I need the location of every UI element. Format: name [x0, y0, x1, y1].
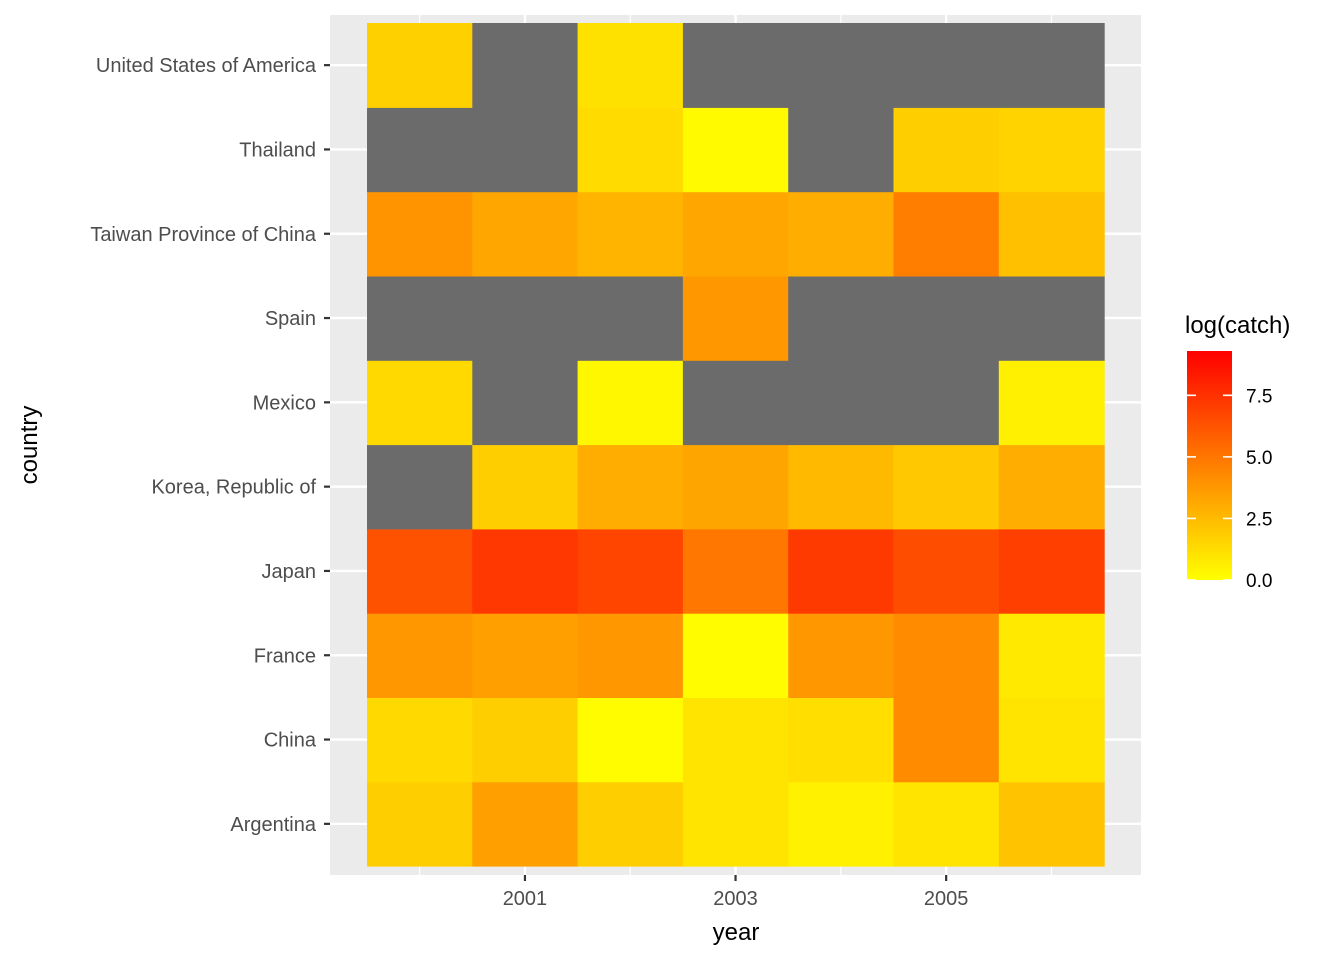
x-tick-label: 2001 — [503, 888, 548, 910]
heatmap-cell — [788, 528, 895, 614]
heatmap-cell — [367, 360, 473, 446]
heatmap-cell — [998, 23, 1105, 108]
heatmap-cell — [998, 275, 1105, 361]
heatmap-cell — [577, 360, 684, 446]
heatmap-cell — [682, 275, 789, 361]
y-tick-label: Korea, Republic of — [151, 477, 316, 499]
heatmap-cell — [577, 613, 684, 698]
heatmap-cell — [788, 781, 895, 867]
y-tick-label: Thailand — [239, 139, 316, 161]
heatmap-cell — [472, 781, 579, 867]
heatmap-cell — [472, 528, 579, 614]
heatmap-cell — [893, 444, 1000, 530]
heatmap-cell — [893, 275, 1000, 361]
y-tick-label: France — [254, 645, 316, 667]
heatmap-cell — [893, 781, 1000, 867]
heatmap-cell — [998, 613, 1105, 698]
heatmap-cell — [472, 444, 579, 530]
heatmap-cell — [367, 191, 473, 277]
heatmap-cell — [998, 360, 1105, 446]
heatmap-cell — [682, 107, 789, 193]
y-axis: Argentina China France Japan Korea, Republic… — [90, 55, 330, 836]
heatmap-cell — [472, 107, 579, 193]
heatmap-cells — [367, 23, 1105, 867]
heatmap-cell — [682, 697, 789, 783]
x-axis-title: year — [713, 919, 760, 946]
legend-tick-label: 5.0 — [1246, 448, 1272, 469]
y-tick-label: Spain — [265, 308, 316, 330]
heatmap-cell — [682, 191, 789, 277]
y-tick-label: United States of America — [96, 55, 317, 77]
heatmap-cell — [367, 528, 473, 614]
heatmap-cell — [893, 613, 1000, 698]
heatmap-cell — [577, 191, 684, 277]
heatmap-cell — [577, 697, 684, 783]
heatmap-cell — [367, 781, 473, 867]
y-tick-label: Taiwan Province of China — [90, 224, 317, 246]
heatmap-cell — [788, 697, 895, 783]
y-tick-label: China — [264, 730, 317, 752]
heatmap-cell — [788, 613, 895, 698]
heatmap-cell — [682, 444, 789, 530]
legend-ticks: 0.0 2.5 5.0 7.5 — [1187, 386, 1272, 592]
heatmap-cell — [367, 275, 473, 361]
heatmap-cell — [472, 613, 579, 698]
legend-colorbar — [1187, 351, 1232, 580]
heatmap-cell — [367, 23, 473, 108]
heatmap-cell — [367, 697, 473, 783]
heatmap-cell — [788, 23, 895, 108]
heatmap-cell — [682, 781, 789, 867]
legend-tick-label: 7.5 — [1246, 386, 1272, 407]
color-legend: log(catch) 0.0 2.5 5.0 7.5 — [1185, 312, 1290, 592]
x-axis: 2001 2003 2005 — [503, 875, 969, 910]
y-axis-title: country — [16, 406, 43, 485]
legend-tick-label: 2.5 — [1246, 509, 1272, 530]
heatmap-cell — [788, 191, 895, 277]
heatmap-cell — [998, 444, 1105, 530]
heatmap-cell — [998, 191, 1105, 277]
heatmap-cell — [682, 613, 789, 698]
heatmap-cell — [788, 275, 895, 361]
heatmap-cell — [998, 528, 1105, 614]
heatmap-cell — [577, 107, 684, 193]
y-tick-label: Japan — [262, 561, 317, 583]
heatmap-cell — [472, 191, 579, 277]
heatmap-cell — [367, 107, 473, 193]
heatmap-cell — [682, 23, 789, 108]
y-tick-label: Argentina — [230, 814, 316, 836]
heatmap-cell — [893, 23, 1000, 108]
heatmap-cell — [472, 360, 579, 446]
x-tick-label: 2003 — [713, 888, 758, 910]
heatmap-cell — [893, 360, 1000, 446]
heatmap-cell — [577, 23, 684, 108]
heatmap-cell — [472, 697, 579, 783]
heatmap-cell — [998, 781, 1105, 867]
legend-title: log(catch) — [1185, 312, 1290, 339]
heatmap-cell — [998, 107, 1105, 193]
heatmap-cell — [472, 275, 579, 361]
heatmap-cell — [577, 444, 684, 530]
heatmap-cell — [577, 275, 684, 361]
heatmap-cell — [893, 697, 1000, 783]
legend-tick-label: 0.0 — [1246, 571, 1272, 592]
heatmap-cell — [788, 444, 895, 530]
heatmap-cell — [893, 528, 1000, 614]
heatmap-cell — [788, 107, 895, 193]
heatmap-cell — [893, 107, 1000, 193]
heatmap-cell — [472, 23, 579, 108]
heatmap-cell — [367, 444, 473, 530]
y-tick-label: Mexico — [253, 392, 316, 414]
heatmap-cell — [682, 360, 789, 446]
x-tick-label: 2005 — [924, 888, 969, 910]
heatmap-cell — [893, 191, 1000, 277]
heatmap-cell — [577, 781, 684, 867]
heatmap-cell — [367, 613, 473, 698]
heatmap-cell — [998, 697, 1105, 783]
heatmap-cell — [577, 528, 684, 614]
heatmap-cell — [788, 360, 895, 446]
heatmap-cell — [682, 528, 789, 614]
